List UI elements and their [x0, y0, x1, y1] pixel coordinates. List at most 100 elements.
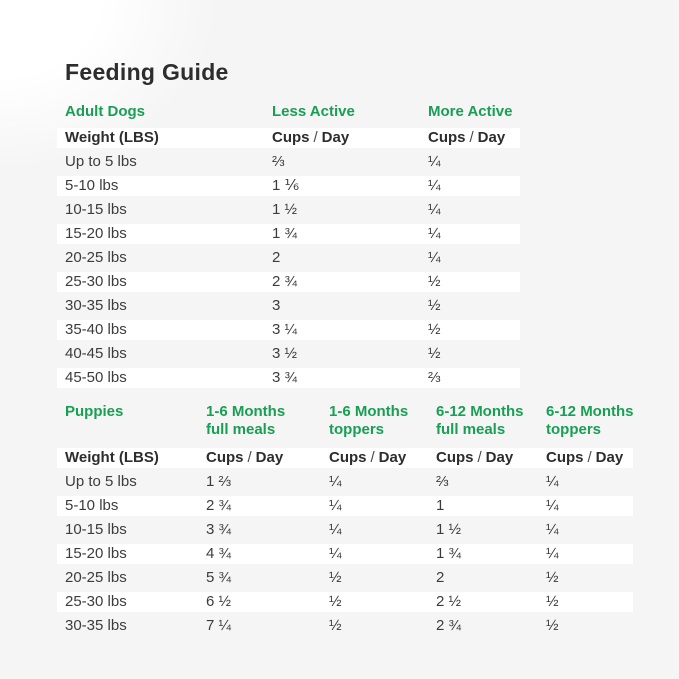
more-active-cell: ½	[428, 321, 441, 338]
full-meals-6-12-cell: 1 ¾	[436, 545, 462, 562]
column-label-line2: full meals	[436, 421, 506, 438]
weight-header: Weight (LBS)	[65, 449, 159, 466]
adult-table-section-header: Adult Dogs Less Active More Active	[57, 103, 520, 121]
more-active-cell: ½	[428, 297, 441, 314]
less-active-cell: 3 ¾	[272, 369, 298, 386]
full-meals-6-12-cell: 1 ½	[436, 521, 462, 538]
day-word: Day	[255, 449, 284, 466]
cups-word: Cups	[546, 449, 584, 466]
cups-per-day-header: Cups / Day	[206, 446, 329, 470]
table-row: 40-45 lbs 3 ½ ½	[57, 342, 520, 366]
puppy-table-section-header: Puppies 1-6 Months full meals 1-6 Months…	[57, 403, 633, 439]
weight-cell: 45-50 lbs	[65, 369, 127, 386]
full-meals-6-12-cell: 1	[436, 497, 445, 514]
column-label-line1: 6-12 Months	[546, 403, 633, 420]
weight-cell: 15-20 lbs	[65, 225, 127, 242]
puppies-table: Puppies 1-6 Months full meals 1-6 Months…	[57, 403, 633, 638]
less-active-cell: 3	[272, 297, 281, 314]
column-label-line2: toppers	[329, 421, 385, 438]
adult-section-label: Adult Dogs	[65, 103, 145, 120]
more-active-cell: ¼	[428, 201, 441, 218]
table-row: 45-50 lbs 3 ¾ ⅔	[57, 366, 520, 390]
weight-header: Weight (LBS)	[65, 129, 159, 146]
column-label-line1: 1-6 Months	[206, 403, 286, 420]
weight-cell: Up to 5 lbs	[65, 473, 137, 490]
weight-cell: 25-30 lbs	[65, 273, 127, 290]
full-meals-6-12-cell: ⅔	[436, 473, 449, 490]
table-row: 5-10 lbs 2 ¾ ¼ 1 ¼	[57, 494, 633, 518]
weight-cell: 35-40 lbs	[65, 321, 127, 338]
page-title: Feeding Guide	[65, 59, 229, 85]
toppers-1-6-cell: ¼	[329, 497, 342, 514]
cups-per-day-header: Cups / Day	[272, 126, 428, 150]
toppers-1-6-cell: ½	[329, 569, 342, 586]
more-active-cell: ¼	[428, 177, 441, 194]
table-row: 15-20 lbs 4 ¾ ¼ 1 ¾ ¼	[57, 542, 633, 566]
more-active-cell: ⅔	[428, 369, 441, 386]
day-word: Day	[378, 449, 407, 466]
toppers-1-6-cell: ½	[329, 617, 342, 634]
cups-word: Cups	[329, 449, 367, 466]
toppers-1-6-cell: ¼	[329, 521, 342, 538]
full-meals-1-6-cell: 6 ½	[206, 593, 232, 610]
full-meals-1-6-cell: 7 ¼	[206, 617, 232, 634]
more-active-cell: ¼	[428, 225, 441, 242]
full-meals-6-12-cell: 2 ½	[436, 593, 462, 610]
table-row: 25-30 lbs 2 ¾ ½	[57, 270, 520, 294]
adult-dogs-table: Adult Dogs Less Active More Active Weigh…	[57, 103, 520, 390]
table-row: 30-35 lbs 3 ½	[57, 294, 520, 318]
table-row: 10-15 lbs 3 ¾ ¼ 1 ½ ¼	[57, 518, 633, 542]
toppers-6-12-cell: ½	[546, 569, 559, 586]
less-active-column-header: Less Active	[272, 103, 355, 120]
adult-table-rows: Up to 5 lbs ⅔ ¼ 5-10 lbs 1 ⅙ ¼ 10-15 lbs…	[57, 150, 520, 390]
day-word: Day	[477, 129, 506, 146]
weight-cell: 15-20 lbs	[65, 545, 127, 562]
full-meals-1-6-cell: 2 ¾	[206, 497, 232, 514]
cups-per-day-header: Cups / Day	[428, 126, 520, 150]
day-word: Day	[321, 129, 350, 146]
weight-cell: 10-15 lbs	[65, 201, 127, 218]
weight-cell: 25-30 lbs	[65, 593, 127, 610]
adult-table-units-header: Weight (LBS) Cups / Day Cups / Day	[57, 126, 520, 150]
table-row: 10-15 lbs 1 ½ ¼	[57, 198, 520, 222]
puppy-table-units-header: Weight (LBS) Cups / Day Cups / Day Cups / Day …	[57, 446, 633, 470]
table-row: 30-35 lbs 7 ¼ ½ 2 ¾ ½	[57, 614, 633, 638]
cups-word: Cups	[206, 449, 244, 466]
table-row: 20-25 lbs 5 ¾ ½ 2 ½	[57, 566, 633, 590]
cups-word: Cups	[428, 129, 466, 146]
more-active-cell: ¼	[428, 153, 441, 170]
cups-per-day-header: Cups / Day	[546, 446, 633, 470]
full-meals-1-6-cell: 3 ¾	[206, 521, 232, 538]
table-row: 5-10 lbs 1 ⅙ ¼	[57, 174, 520, 198]
weight-cell: 20-25 lbs	[65, 569, 127, 586]
toppers-6-12-cell: ¼	[546, 497, 559, 514]
slash-separator: /	[587, 449, 592, 466]
table-row: Up to 5 lbs ⅔ ¼	[57, 150, 520, 174]
day-word: Day	[485, 449, 514, 466]
day-word: Day	[595, 449, 624, 466]
more-active-cell: ¼	[428, 249, 441, 266]
weight-cell: 5-10 lbs	[65, 497, 119, 514]
table-row: 15-20 lbs 1 ¾ ¼	[57, 222, 520, 246]
toppers-1-6-cell: ½	[329, 593, 342, 610]
weight-cell: 10-15 lbs	[65, 521, 127, 538]
more-active-cell: ½	[428, 345, 441, 362]
toppers-6-12-cell: ¼	[546, 545, 559, 562]
toppers-6-12-cell: ¼	[546, 521, 559, 538]
weight-cell: 30-35 lbs	[65, 297, 127, 314]
toppers-6-12-cell: ½	[546, 617, 559, 634]
less-active-cell: 2	[272, 249, 281, 266]
puppy-table-rows: Up to 5 lbs 1 ⅔ ¼ ⅔ ¼ 5-10 lbs 2 ¾ ¼ 1 ¼…	[57, 470, 633, 638]
more-active-cell: ½	[428, 273, 441, 290]
less-active-cell: 1 ½	[272, 201, 298, 218]
cups-word: Cups	[436, 449, 474, 466]
weight-cell: 5-10 lbs	[65, 177, 119, 194]
toppers-6-12-cell: ½	[546, 593, 559, 610]
table-row: 35-40 lbs 3 ¼ ½	[57, 318, 520, 342]
months-1-6-full-meals-header: 1-6 Months full meals	[206, 403, 329, 439]
table-row: Up to 5 lbs 1 ⅔ ¼ ⅔ ¼	[57, 470, 633, 494]
cups-per-day-header: Cups / Day	[436, 446, 546, 470]
months-6-12-full-meals-header: 6-12 Months full meals	[436, 403, 546, 439]
less-active-cell: 1 ⅙	[272, 177, 300, 194]
